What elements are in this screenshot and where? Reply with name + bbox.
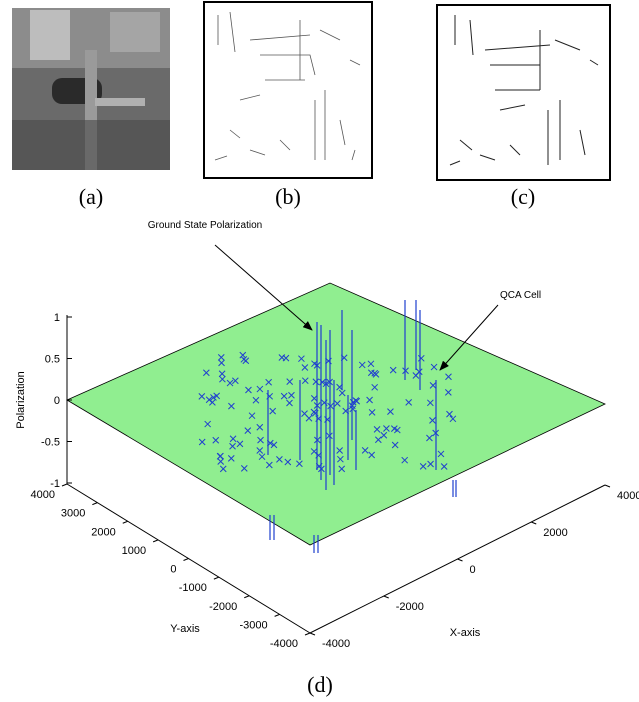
tick-mark [153, 540, 158, 542]
tick-mark [531, 522, 536, 524]
annotation: Ground State Polarization [148, 220, 263, 231]
panel-label: (b) [275, 184, 301, 209]
panel-label: (d) [307, 672, 333, 697]
z-tick-label: 0 [54, 395, 60, 407]
annotation: QCA Cell [500, 290, 541, 301]
tick-mark [92, 503, 97, 505]
x-tick-label: 0 [470, 564, 476, 576]
tick-mark [384, 596, 389, 598]
x-tick-label: -4000 [322, 638, 350, 650]
z-tick-label: 0.5 [45, 354, 60, 366]
y-tick-label: 3000 [61, 508, 85, 520]
tick-mark [123, 521, 128, 523]
axis-title: X-axis [450, 627, 481, 639]
y-tick-label: -1000 [179, 582, 207, 594]
z-tick-label: 1 [54, 312, 60, 324]
y-tick-label: 4000 [31, 489, 55, 501]
panel-label: (c) [511, 184, 535, 209]
tick-mark [62, 484, 67, 486]
axis-title: Y-axis [170, 623, 200, 635]
y-tick-label: -2000 [209, 601, 237, 613]
y-tick-label: 2000 [91, 526, 115, 538]
y-tick-label: -3000 [239, 619, 267, 631]
y-tick-label: -4000 [270, 638, 298, 650]
axis-title: Polarization [15, 371, 27, 428]
tick-mark [244, 596, 249, 598]
panel-label: (a) [79, 184, 103, 209]
tick-mark [310, 633, 315, 635]
x-tick-label: 2000 [543, 527, 567, 539]
edge-panel [437, 5, 610, 180]
tick-mark [184, 559, 189, 561]
y-tick-label: 0 [170, 564, 176, 576]
z-tick-label: -0.5 [41, 437, 60, 449]
tick-mark [275, 614, 280, 616]
tick-mark [605, 485, 610, 487]
edge-panel [204, 2, 372, 178]
plane [67, 283, 605, 545]
x-tick-label: -2000 [396, 601, 424, 613]
y-tick-label: 1000 [122, 545, 146, 557]
tick-mark [458, 559, 463, 561]
tick-mark [305, 633, 310, 635]
tick-mark [214, 577, 219, 579]
x-tick-label: 4000 [617, 490, 639, 502]
photo-panel [12, 8, 170, 170]
figure: (a) (b) (c) Ground State Polarization QC… [0, 0, 639, 702]
